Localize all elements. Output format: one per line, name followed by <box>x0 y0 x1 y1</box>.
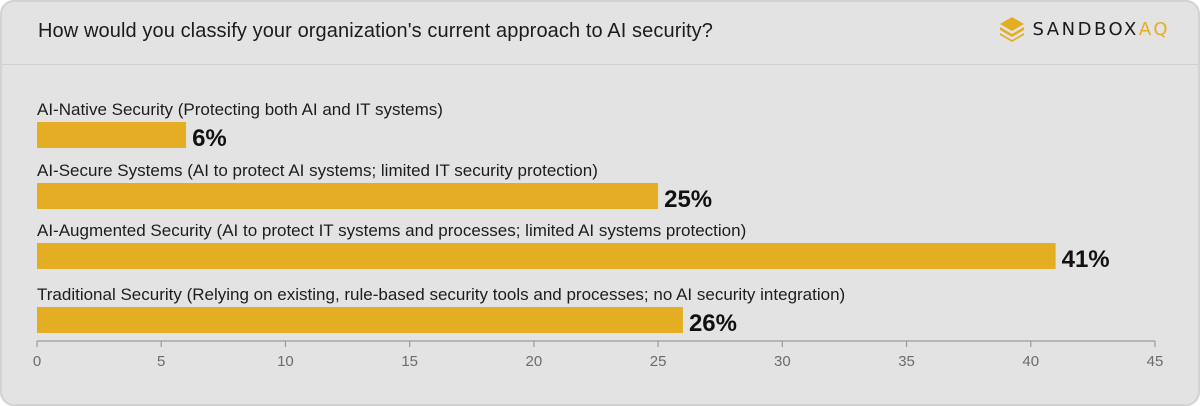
x-axis: 0 5 10 15 20 25 30 35 40 45 <box>33 340 1164 370</box>
logo-wordmark-accent: AQ <box>1138 18 1170 40</box>
x-tick-label: 10 <box>277 353 294 370</box>
category-label: AI-Augmented Security (AI to protect IT … <box>37 221 746 240</box>
bar <box>37 307 683 333</box>
x-tick-label: 0 <box>33 353 41 370</box>
x-tick-label: 35 <box>898 353 915 370</box>
x-tick-label: 5 <box>157 353 165 370</box>
bars-group: AI-Native Security (Protecting both AI a… <box>37 100 1110 337</box>
value-label: 25% <box>664 186 712 213</box>
chart-header: How would you classify your organization… <box>2 2 1198 65</box>
brand-logo: SANDBOXAQ <box>999 16 1170 42</box>
x-tick-label: 45 <box>1147 353 1164 370</box>
value-label: 6% <box>192 125 227 152</box>
sandboxaq-logo-icon <box>999 17 1024 42</box>
x-tick-label: 40 <box>1022 353 1039 370</box>
value-label: 41% <box>1062 246 1110 273</box>
x-tick-label: 20 <box>526 353 543 370</box>
bar <box>37 243 1056 269</box>
x-tick-label: 30 <box>774 353 791 370</box>
x-tick-label: 15 <box>401 353 418 370</box>
logo-wordmark: SANDBOXAQ <box>1033 19 1170 40</box>
value-label: 26% <box>689 310 737 337</box>
category-label: AI-Secure Systems (AI to protect AI syst… <box>37 161 598 180</box>
chart-title: How would you classify your organization… <box>38 20 713 42</box>
category-label: AI-Native Security (Protecting both AI a… <box>37 100 443 119</box>
bar <box>37 122 187 148</box>
bar <box>37 183 659 209</box>
logo-wordmark-main: SANDBOX <box>1032 18 1139 40</box>
x-tick-label: 25 <box>650 353 667 370</box>
category-label: Traditional Security (Relying on existin… <box>37 285 845 304</box>
